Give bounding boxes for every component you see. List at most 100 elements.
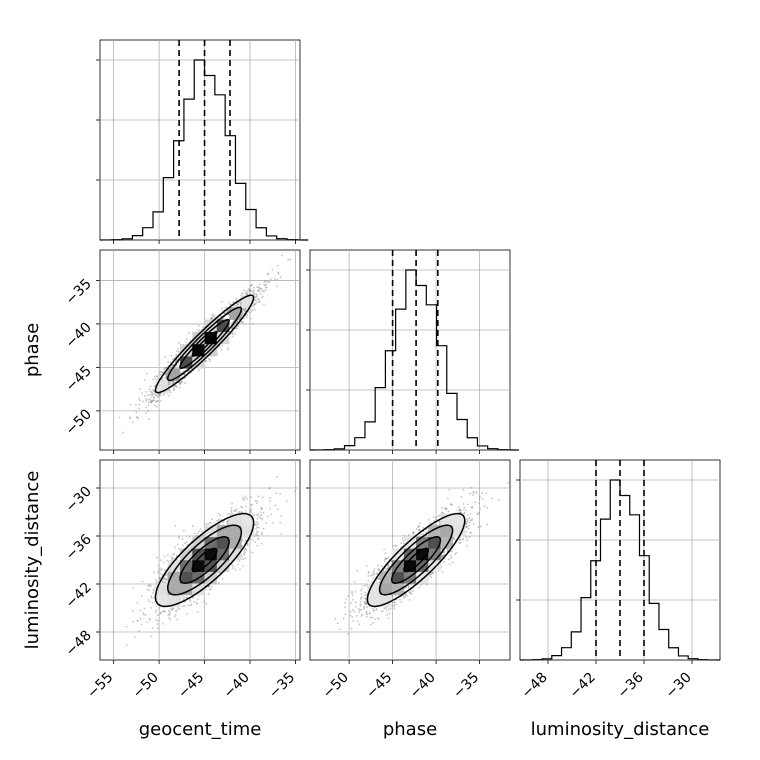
scatter-point (428, 522, 431, 525)
scatter-point (147, 410, 150, 412)
scatter-point (157, 619, 160, 622)
scatter-point (235, 297, 238, 300)
scatter-point (209, 522, 212, 524)
scatter-point (147, 599, 150, 601)
scatter-point (150, 585, 153, 587)
scatter-point (171, 557, 174, 560)
scatter-point (440, 554, 443, 557)
scatter-point (238, 301, 241, 304)
scatter-point (208, 360, 211, 363)
scatter-point (163, 610, 166, 613)
scatter-point (407, 585, 410, 588)
scatter-point (202, 600, 205, 603)
scatter-point (261, 518, 263, 521)
scatter-point (151, 391, 154, 394)
density-cell (379, 583, 393, 596)
scatter-point (276, 264, 279, 267)
x-tick-label: −42 (567, 670, 599, 702)
scatter-point (169, 381, 171, 384)
scatter-point (395, 544, 398, 547)
scatter-point (274, 504, 277, 507)
scatter-point (220, 349, 223, 351)
scatter-point (165, 367, 168, 370)
scatter-point (186, 544, 189, 546)
scatter-point (463, 512, 466, 514)
scatter-point (132, 586, 134, 589)
density-cell (180, 571, 193, 584)
scatter-point (267, 272, 270, 275)
scatter-point (415, 528, 418, 531)
scatter-point (144, 613, 147, 616)
scatter-point (232, 325, 235, 327)
scatter-point (175, 359, 178, 362)
scatter-point (180, 380, 183, 383)
scatter-point (367, 575, 370, 577)
scatter-point (239, 568, 242, 571)
scatter-point (256, 534, 259, 537)
scatter-point (365, 610, 368, 613)
scatter-point (386, 614, 389, 616)
scatter-point (154, 404, 156, 406)
scatter-point (154, 393, 157, 396)
scatter-point (156, 400, 159, 403)
density-cell (155, 594, 169, 607)
density-cell (216, 560, 230, 572)
density-cell (367, 583, 380, 596)
contour-level-2 (179, 536, 230, 584)
scatter-point (409, 583, 412, 586)
scatter-point (240, 292, 243, 295)
scatter-point (231, 502, 234, 505)
scatter-point (256, 301, 259, 304)
scatter-point (152, 396, 155, 399)
scatter-point (459, 511, 462, 514)
scatter-point (168, 389, 171, 392)
scatter-point (204, 360, 207, 362)
scatter-point (261, 290, 264, 293)
scatter-point (249, 509, 251, 512)
scatter-point (222, 521, 225, 524)
scatter-point (393, 605, 395, 608)
scatter-point (153, 397, 156, 399)
scatter-point (371, 622, 374, 624)
scatter-point (218, 523, 221, 525)
scatter-point (169, 611, 172, 613)
scatter-point (196, 532, 199, 535)
scatter-point (404, 593, 407, 596)
scatter-point (204, 359, 207, 362)
scatter-point (256, 500, 259, 503)
scatter-point (264, 284, 267, 287)
scatter-point (431, 572, 434, 575)
scatter-point (263, 280, 266, 283)
scatter-point (260, 531, 263, 534)
scatter-point (253, 293, 256, 296)
scatter-point (244, 548, 247, 551)
scatter-point (486, 506, 489, 509)
scatter-point (267, 515, 269, 518)
density-cell (416, 548, 429, 561)
scatter-point (158, 578, 161, 581)
scatter-point (244, 509, 247, 512)
scatter-point (350, 602, 353, 604)
scatter-point (171, 609, 173, 611)
scatter-point (419, 522, 422, 525)
scatter-point (259, 517, 262, 519)
scatter-point (389, 569, 392, 572)
scatter-point (164, 355, 167, 358)
scatter-point (376, 617, 379, 620)
scatter-point (351, 592, 354, 595)
scatter-point (400, 600, 403, 603)
scatter-point (248, 289, 251, 292)
scatter-point (236, 327, 239, 330)
scatter-point (176, 618, 179, 621)
scatter-point (223, 312, 226, 315)
scatter-point (336, 622, 339, 625)
scatter-point (163, 367, 166, 369)
scatter-point (430, 576, 433, 579)
scatter-point (246, 314, 249, 317)
scatter-point (462, 488, 465, 491)
scatter-point (195, 602, 198, 605)
scatter-point (344, 601, 347, 604)
scatter-point (477, 502, 480, 505)
scatter-point (175, 386, 178, 389)
scatter-point (246, 497, 248, 500)
